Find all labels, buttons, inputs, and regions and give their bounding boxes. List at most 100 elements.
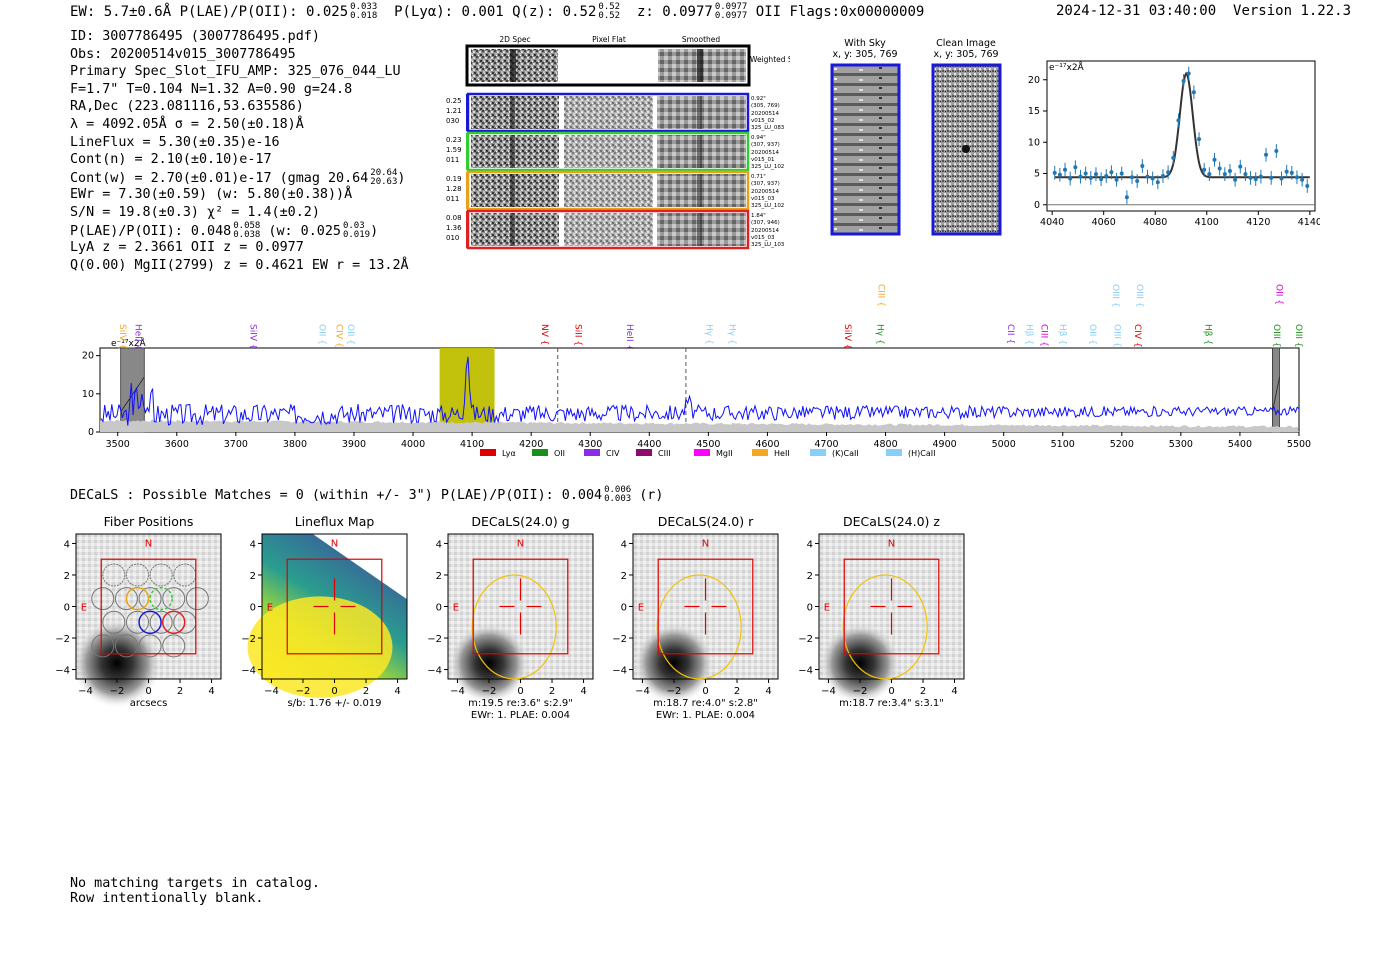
x-tick-label: −4 xyxy=(821,686,836,697)
y-tick-label: 4 xyxy=(807,539,813,550)
x-tick-label: 0 xyxy=(888,686,894,697)
z-sup: 0.0977 xyxy=(714,2,748,12)
search-box xyxy=(843,558,940,655)
emission-line-label: OII { xyxy=(345,324,355,345)
row-info-4: v015_03 xyxy=(751,235,775,241)
legend-label: (K)CaII xyxy=(832,449,859,458)
fiber-circle xyxy=(114,587,138,611)
row-info-1: 0.71" xyxy=(751,174,766,180)
emission-line-label: Hγ { xyxy=(727,324,737,345)
x-tick-label: 2 xyxy=(363,686,369,697)
error-spectrum xyxy=(100,419,1299,432)
exposure-smooth-line xyxy=(697,213,702,246)
emission-line-label: OIII { xyxy=(1134,284,1144,308)
plae-tail: ) xyxy=(370,223,379,239)
emission-line-label: OII { xyxy=(1274,284,1284,305)
row-info-5: 325_LU_103 xyxy=(751,242,785,248)
info-ewr: EWr = 7.30(±0.59) (w: 5.80(±0.38))Å xyxy=(70,187,353,203)
with-sky-image xyxy=(830,63,901,236)
fiber-circle xyxy=(138,634,162,658)
zoom-plot-frame xyxy=(1046,60,1316,212)
zoom-data-point xyxy=(1155,180,1160,185)
search-box xyxy=(100,558,197,655)
y-tick-label: −4 xyxy=(55,666,70,677)
contw-sub: 20.63 xyxy=(370,176,398,187)
spectrum-x-tick-label: 4200 xyxy=(519,439,543,450)
exposure-flat xyxy=(564,135,653,168)
east-label: E xyxy=(453,603,459,614)
zoom-data-point xyxy=(1104,174,1109,178)
galaxy-blob xyxy=(448,623,529,704)
exposure-line xyxy=(510,174,515,207)
fiber-circle xyxy=(125,610,149,634)
x-tick-label: 4 xyxy=(394,686,400,697)
search-box xyxy=(472,558,569,655)
emission-line-label: NV { xyxy=(539,324,549,345)
zoom-data-point xyxy=(1099,177,1104,182)
info-mgii: Q(0.00) MgII(2799) z = 0.4621 EW r = 13.… xyxy=(70,257,409,273)
row-info-5: 325_LU_083 xyxy=(751,125,785,131)
zoom-data-point xyxy=(1253,177,1258,182)
legend-swatch xyxy=(636,449,652,456)
legend-label: Lyα xyxy=(502,449,516,458)
col-2dspec-label: 2D Spec xyxy=(499,35,530,44)
contw-tail: ) xyxy=(397,170,406,186)
selected-fiber xyxy=(161,610,186,635)
emission-line-label: SiII { xyxy=(572,324,582,346)
ew-sup: 0.033 xyxy=(350,2,378,12)
info-fit: F=1.7" T=0.104 N=1.32 A=0.90 g=24.8 xyxy=(70,81,353,97)
zoom-data-point xyxy=(1109,170,1114,175)
info-primary: Primary Spec_Slot_IFU_AMP: 325_076_044_L… xyxy=(70,64,401,80)
clean-image-title: Clean Image xyxy=(936,38,996,49)
east-label: E xyxy=(824,603,830,614)
decals-panel: DECaLS(24.0) z N E −4 −4 −2 −2 0 0 2 2 4 4 m:18.7 re:… xyxy=(798,514,965,709)
emission-line-label: SiIV { xyxy=(248,324,258,350)
zoom-data-point xyxy=(1140,164,1145,168)
zoom-data-point xyxy=(1202,167,1207,172)
z-sub: 0.0977 xyxy=(714,11,748,21)
selected-fiber xyxy=(125,586,150,611)
row-info-5: 325_LU_102 xyxy=(751,203,784,209)
exposure-flat xyxy=(564,96,653,129)
zoom-data-point xyxy=(1166,170,1171,175)
exposure-smooth xyxy=(657,96,746,129)
info-plae-row: P(LAE)/P(OII): 0.048 0.058 0.038 (w: 0.025… xyxy=(70,221,409,240)
north-label: N xyxy=(145,539,152,550)
legend-swatch xyxy=(480,449,496,456)
emission-line-label: OIII { xyxy=(1110,284,1120,308)
info-lineflux: LineFlux = 5.30(±0.35)e-16 xyxy=(70,134,280,150)
spectrum-x-tick-label: 5500 xyxy=(1287,439,1311,450)
zoom-data-point xyxy=(1238,164,1243,169)
exposure-flat xyxy=(564,174,653,207)
zoom-data-point xyxy=(1135,179,1140,183)
info-obs: Obs: 20200514v015_3007786495 xyxy=(70,46,296,62)
zoom-data-point xyxy=(1186,71,1191,76)
zoom-data-point xyxy=(1197,137,1202,142)
spectrum-x-tick-label: 4700 xyxy=(814,439,838,450)
zoom-x-tick-label: 4060 xyxy=(1092,217,1116,228)
masked-hatch xyxy=(120,376,145,413)
legend-swatch xyxy=(584,449,600,456)
zoom-data-point xyxy=(1279,176,1284,181)
row-label-3: 010 xyxy=(446,234,459,242)
zoom-data-point xyxy=(1233,177,1238,182)
y-tick-label: 2 xyxy=(250,571,256,582)
x-tick-label: 0 xyxy=(517,686,523,697)
zoom-data-point xyxy=(1207,172,1212,177)
east-label: E xyxy=(638,603,644,614)
q-sub: 0.52 xyxy=(598,11,621,21)
y-tick-label: −4 xyxy=(241,666,256,677)
exposure-smooth-line xyxy=(697,174,702,207)
y-tick-label: 0 xyxy=(436,603,442,614)
y-tick-label: 2 xyxy=(64,571,70,582)
zoom-data-point xyxy=(1243,172,1248,177)
row-label-1: 0.08 xyxy=(446,214,462,222)
x-tick-label: −2 xyxy=(110,686,125,697)
clean-source xyxy=(962,145,970,153)
timestamp: 2024-12-31 03:40:00 xyxy=(1056,3,1217,19)
y-tick-label: 4 xyxy=(436,539,442,550)
timestamp-version: 2024-12-31 03:40:00 Version 1.22.3 xyxy=(1056,3,1351,19)
x-tick-label: 2 xyxy=(734,686,740,697)
x-tick-label: −2 xyxy=(482,686,497,697)
